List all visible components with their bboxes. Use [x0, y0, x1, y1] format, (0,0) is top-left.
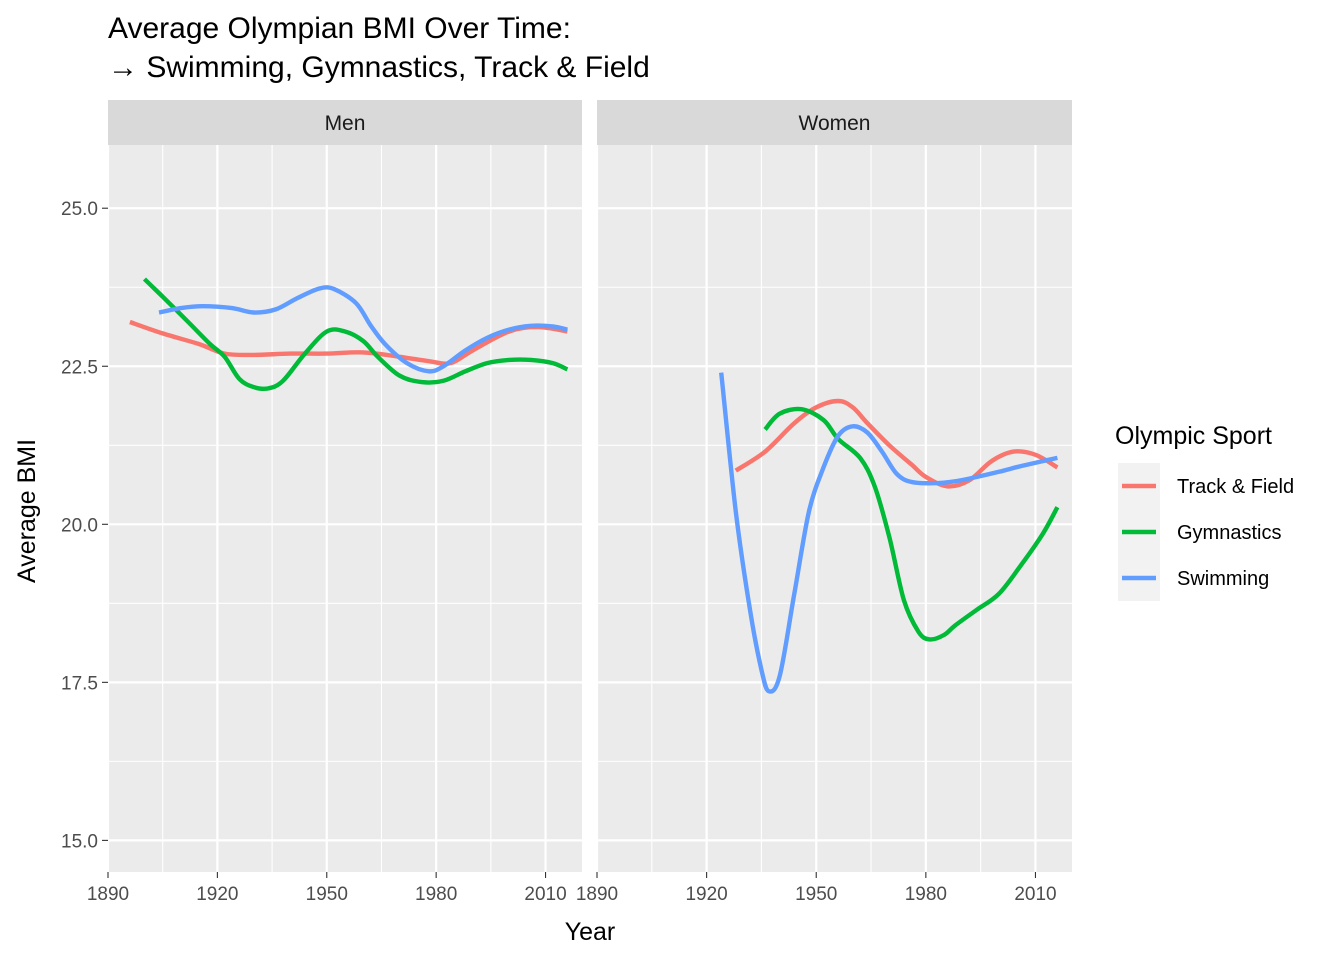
facet-strip-label: Men	[325, 112, 366, 135]
x-axis-title: Year	[565, 918, 616, 946]
legend: Olympic Sport Track & Field Gymnastics Swi…	[1115, 422, 1294, 601]
series-line-gymnastics	[763, 406, 1060, 642]
x-tick-label: 1920	[196, 884, 238, 905]
facet-panels: Men 1890 1920 1950 1980 2010 15.0 17.5 20.0 22.5 2…	[61, 100, 1072, 905]
facet-strip	[597, 100, 1072, 145]
x-tick-label: 1890	[576, 884, 618, 905]
panel-men: Men 1890 1920 1950 1980 2010 15.0 17.5 20.0 22.5 2…	[61, 100, 582, 905]
series-line-swimming	[158, 285, 568, 374]
legend-label-swimming: Swimming	[1177, 568, 1269, 590]
x-tick-label: 1980	[905, 884, 947, 905]
x-tick-label: 1950	[795, 884, 837, 905]
chart-title-line2: → Swimming, Gymnastics, Track & Field	[108, 51, 650, 84]
x-tick-label: 1890	[87, 884, 129, 905]
series-line-gymnastics	[142, 277, 569, 392]
legend-label-gymnastics: Gymnastics	[1177, 522, 1281, 544]
y-tick-label: 15.0	[61, 831, 98, 852]
panel-background	[108, 145, 582, 872]
x-tick-label: 1920	[685, 884, 727, 905]
y-tick-label: 20.0	[61, 515, 98, 536]
series-line-track-field	[129, 319, 568, 366]
panel-background	[597, 145, 1072, 872]
y-tick-label: 17.5	[61, 673, 98, 694]
legend-title: Olympic Sport	[1115, 422, 1272, 450]
x-tick-label: 1980	[415, 884, 457, 905]
y-tick-label: 22.5	[61, 357, 98, 378]
facet-strip	[108, 100, 582, 145]
series-line-swimming	[719, 372, 1058, 694]
series-line-track-field	[734, 398, 1059, 489]
legend-label-track-field: Track & Field	[1177, 476, 1294, 498]
y-tick-label: 25.0	[61, 199, 98, 220]
panel-women: Women 1890 1920 1950 1980 2010	[576, 100, 1072, 905]
chart-title-line1: Average Olympian BMI Over Time:	[108, 12, 571, 45]
x-tick-label: 1950	[306, 884, 348, 905]
y-axis-title: Average BMI	[13, 439, 41, 583]
facet-strip-label: Women	[799, 112, 871, 135]
x-tick-label: 2010	[1014, 884, 1056, 905]
x-tick-label: 2010	[524, 884, 566, 905]
